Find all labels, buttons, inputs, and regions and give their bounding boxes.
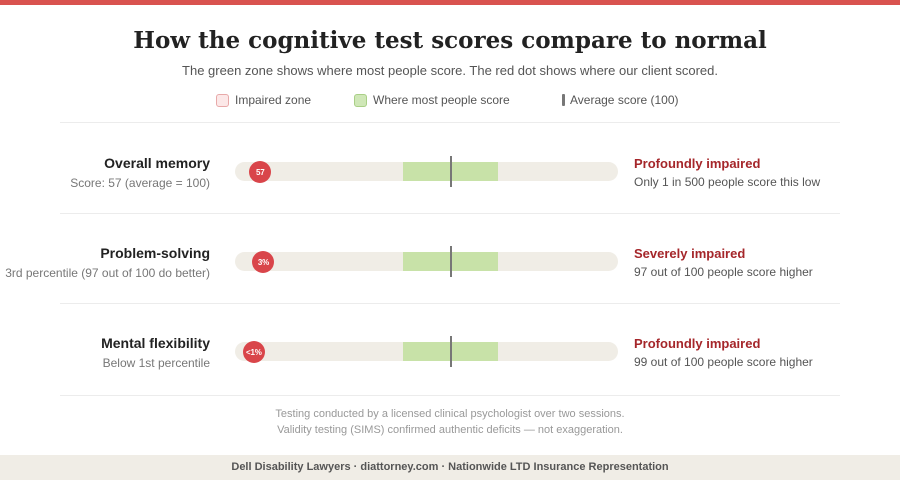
average-line xyxy=(449,336,452,367)
divider xyxy=(60,213,840,214)
legend: Impaired zone Where most people score Av… xyxy=(0,93,900,111)
status-detail: 97 out of 100 people score higher xyxy=(634,265,813,279)
footer: Dell Disability Lawyers · diattorney.com… xyxy=(0,455,900,480)
legend-impaired: Impaired zone xyxy=(216,93,311,107)
legend-average-label: Average score (100) xyxy=(570,93,679,107)
client-score-marker: 57 xyxy=(249,161,272,183)
page-title: How the cognitive test scores compare to… xyxy=(133,27,767,54)
status-label: Profoundly impaired xyxy=(634,156,761,171)
top-accent-bar xyxy=(0,0,900,5)
divider xyxy=(60,303,840,304)
row-subtext: 3rd percentile (97 out of 100 do better) xyxy=(5,266,210,280)
client-score-marker: <1% xyxy=(242,341,265,363)
divider xyxy=(60,122,840,123)
score-row: Mental flexibility Below 1st percentile <1… xyxy=(0,333,900,393)
legend-average: Average score (100) xyxy=(562,93,679,107)
legend-normal-label: Where most people score xyxy=(373,93,510,107)
row-subtext: Below 1st percentile xyxy=(102,356,210,370)
score-row: Overall memory Score: 57 (average = 100) 5… xyxy=(0,153,900,213)
average-line-icon xyxy=(562,94,565,106)
status-label: Severely impaired xyxy=(634,246,746,261)
page-subtitle: The green zone shows where most people s… xyxy=(182,63,718,78)
score-row: Problem-solving 3rd percentile (97 out of… xyxy=(0,243,900,303)
score-track xyxy=(235,246,618,277)
legend-impaired-label: Impaired zone xyxy=(235,93,312,107)
client-score-marker: 3% xyxy=(252,251,275,273)
score-track xyxy=(235,156,618,187)
row-subtext: Score: 57 (average = 100) xyxy=(70,176,210,190)
status-label: Profoundly impaired xyxy=(634,336,761,351)
score-track xyxy=(235,336,618,367)
average-line xyxy=(449,156,452,187)
impaired-swatch-icon xyxy=(216,93,229,107)
row-label: Problem-solving xyxy=(100,245,210,261)
status-detail: 99 out of 100 people score higher xyxy=(634,355,813,369)
divider xyxy=(60,395,840,396)
validity-note: Validity testing (SIMS) confirmed authen… xyxy=(277,424,623,436)
status-detail: Only 1 in 500 people score this low xyxy=(634,175,821,189)
method-note: Testing conducted by a licensed clinical… xyxy=(275,408,625,420)
average-line xyxy=(449,246,452,277)
row-label: Mental flexibility xyxy=(101,335,210,351)
legend-normal: Where most people score xyxy=(354,93,510,107)
row-label: Overall memory xyxy=(104,155,210,171)
normal-swatch-icon xyxy=(354,93,367,107)
